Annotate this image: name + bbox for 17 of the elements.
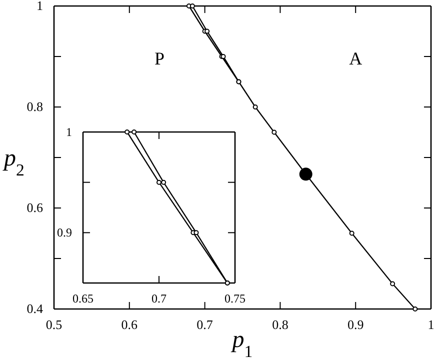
- x-axis-title: p$_{1}$: [230, 327, 253, 360]
- x-tick-label: 0.8: [272, 317, 288, 332]
- x-tick-label: 0.7: [152, 292, 166, 306]
- x-tick-label: 0.5: [46, 317, 62, 332]
- y-tick-label: 1: [36, 0, 43, 14]
- x-tick-label: 0.65: [72, 292, 94, 306]
- annotation: A: [349, 48, 362, 69]
- y-tick-label: 0.4: [26, 301, 44, 316]
- x-tick-label: 0.6: [121, 317, 138, 332]
- x-tick-label: 0.9: [347, 317, 364, 332]
- y-tick-label: 0.8: [26, 99, 43, 114]
- x-tick-label: 1: [428, 317, 434, 332]
- y-tick-label: 0.6: [26, 200, 44, 216]
- x-tick-label: 0.75: [224, 292, 246, 306]
- annotation: P: [154, 48, 165, 69]
- x-tick-label: 0.7: [196, 317, 214, 332]
- y-axis-title: p$_{2}$: [2, 146, 24, 179]
